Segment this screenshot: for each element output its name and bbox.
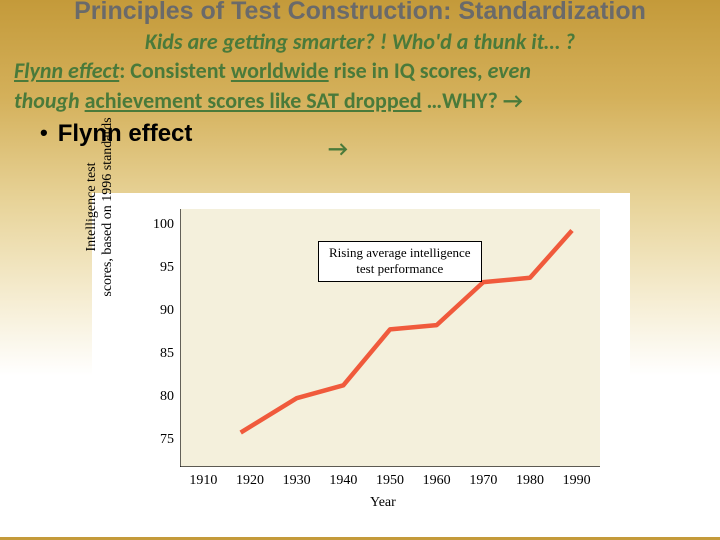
y-axis-title: Intelligence testscores, based on 1996 s…	[84, 77, 116, 337]
chart-annotation: Rising average intelligencetest performa…	[318, 241, 482, 282]
x-tick-label: 1940	[323, 473, 363, 489]
x-axis-title: Year	[370, 495, 396, 511]
flynn-chart: Intelligence testscores, based on 1996 s…	[92, 193, 630, 525]
x-tick-label: 1980	[510, 473, 550, 489]
bullet-icon: •	[40, 120, 48, 146]
page-title: Principles of Test Construction: Standar…	[0, 0, 720, 26]
x-tick-label: 1930	[277, 473, 317, 489]
y-tick-label: 100	[144, 217, 174, 233]
x-tick-label: 1950	[370, 473, 410, 489]
arrow-icon: →	[328, 135, 348, 162]
x-tick-label: 1920	[230, 473, 270, 489]
chart-plot-area: Rising average intelligencetest performa…	[180, 209, 600, 467]
y-tick-label: 95	[144, 260, 174, 276]
x-tick-label: 1960	[417, 473, 457, 489]
x-tick-label: 1910	[183, 473, 223, 489]
bullet-text: Flynn effect	[58, 120, 193, 148]
y-tick-label: 75	[144, 432, 174, 448]
x-tick-label: 1970	[463, 473, 503, 489]
x-tick-label: 1990	[557, 473, 597, 489]
y-tick-label: 80	[144, 389, 174, 405]
y-tick-label: 90	[144, 303, 174, 319]
y-tick-label: 85	[144, 346, 174, 362]
subtitle: Kids are getting smarter? ! Who'd a thun…	[0, 28, 720, 55]
